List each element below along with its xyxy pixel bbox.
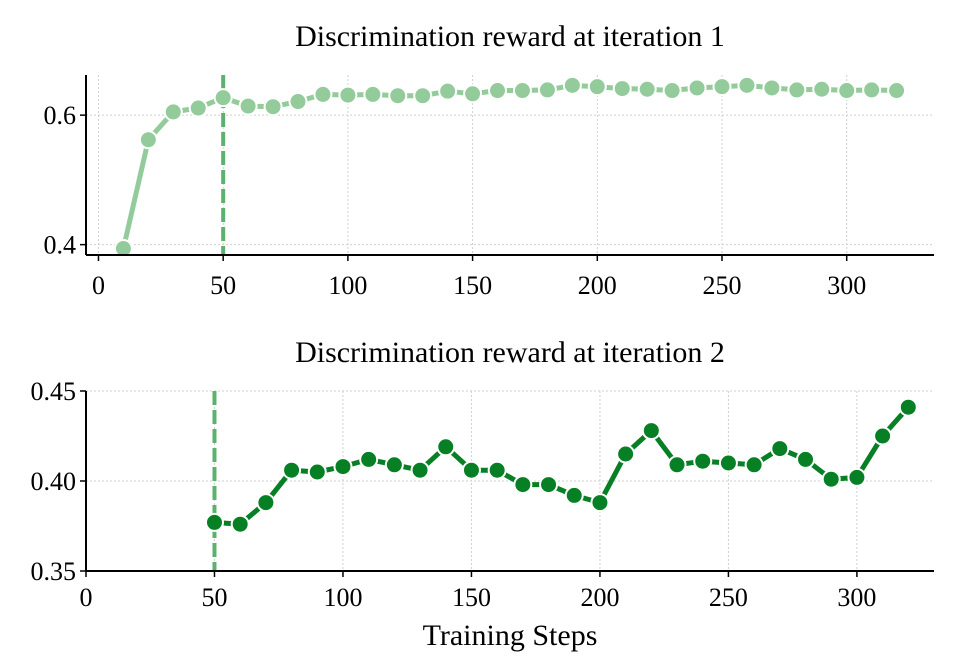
data-point: [612, 79, 632, 99]
data-point: [333, 457, 353, 477]
data-point: [537, 80, 557, 100]
data-point: [787, 80, 807, 100]
series: [204, 397, 918, 534]
x-tick-label: 250: [703, 271, 742, 300]
data-point: [388, 86, 408, 106]
data-point: [712, 77, 732, 97]
data-point: [662, 81, 682, 101]
data-point: [238, 96, 258, 116]
ticks: 0 50 100 150 200 250 300 0.4 0.6: [44, 101, 867, 300]
y-tick-label: 0.6: [44, 101, 77, 130]
data-point: [812, 79, 832, 99]
data-point: [564, 485, 584, 505]
x-tick-label: 150: [452, 583, 491, 612]
x-tick-label: 300: [837, 583, 876, 612]
data-point: [637, 79, 657, 99]
data-point: [539, 475, 559, 495]
data-point: [487, 460, 507, 480]
data-point: [213, 88, 233, 108]
data-point: [204, 512, 224, 532]
data-point: [413, 86, 433, 106]
data-point: [562, 75, 582, 95]
y-tick-label: 0.40: [31, 467, 77, 496]
data-point: [163, 102, 183, 122]
y-tick-label: 0.35: [31, 557, 77, 586]
x-tick-label: 150: [453, 271, 492, 300]
data-point: [363, 84, 383, 104]
data-point: [847, 467, 867, 487]
data-point: [821, 469, 841, 489]
series-line: [120, 82, 900, 251]
data-point: [770, 439, 790, 459]
data-point: [616, 444, 636, 464]
data-point: [463, 84, 483, 104]
data-point: [313, 84, 333, 104]
x-tick-label: 50: [201, 583, 227, 612]
x-axis-label: Training Steps: [423, 619, 598, 652]
x-tick-label: 0: [80, 583, 93, 612]
data-point: [359, 449, 379, 469]
data-point: [410, 460, 430, 480]
data-point: [188, 98, 208, 118]
data-point: [488, 81, 508, 101]
x-tick-label: 50: [210, 271, 236, 300]
data-point: [590, 493, 610, 513]
x-tick-label: 300: [827, 271, 866, 300]
data-point: [737, 75, 757, 95]
data-point: [718, 453, 738, 473]
data-point: [796, 449, 816, 469]
data-point: [436, 437, 456, 457]
data-point: [762, 78, 782, 98]
data-point: [282, 460, 302, 480]
axes: [85, 75, 934, 256]
data-point: [862, 80, 882, 100]
chart-panel-iteration-1: Discrimination reward at iteration 1 0 50…: [44, 20, 934, 300]
series-line: [212, 404, 911, 527]
data-point: [256, 493, 276, 513]
y-tick-label: 0.4: [44, 231, 77, 260]
x-tick-label: 200: [580, 583, 619, 612]
data-point: [338, 85, 358, 105]
data-point: [667, 455, 687, 475]
chart-panel-iteration-2: Discrimination reward at iteration 2 0 50…: [31, 336, 934, 652]
chart-title: Discrimination reward at iteration 1: [295, 20, 725, 53]
ticks: 0 50 100 150 200 250 300 0.35 0.40 0.45: [31, 377, 877, 612]
x-tick-label: 0: [92, 271, 105, 300]
data-point: [641, 421, 661, 441]
data-point: [887, 81, 907, 101]
data-point: [138, 130, 158, 150]
data-point: [384, 455, 404, 475]
series: [113, 75, 907, 259]
data-point: [438, 81, 458, 101]
data-point: [263, 97, 283, 117]
data-point: [113, 239, 133, 259]
data-point: [693, 451, 713, 471]
data-point: [513, 475, 533, 495]
data-point: [461, 460, 481, 480]
x-tick-label: 250: [709, 583, 748, 612]
data-point: [230, 514, 250, 534]
data-point: [512, 81, 532, 101]
data-point: [687, 78, 707, 98]
y-tick-label: 0.45: [31, 377, 77, 406]
data-point: [837, 81, 857, 101]
data-point: [288, 92, 308, 112]
x-tick-label: 200: [578, 271, 617, 300]
data-point: [873, 426, 893, 446]
data-point: [744, 455, 764, 475]
data-point: [898, 397, 918, 417]
chart-title: Discrimination reward at iteration 2: [295, 336, 725, 369]
x-tick-label: 100: [323, 583, 362, 612]
x-tick-label: 100: [328, 271, 367, 300]
data-point: [587, 77, 607, 97]
data-point: [307, 462, 327, 482]
